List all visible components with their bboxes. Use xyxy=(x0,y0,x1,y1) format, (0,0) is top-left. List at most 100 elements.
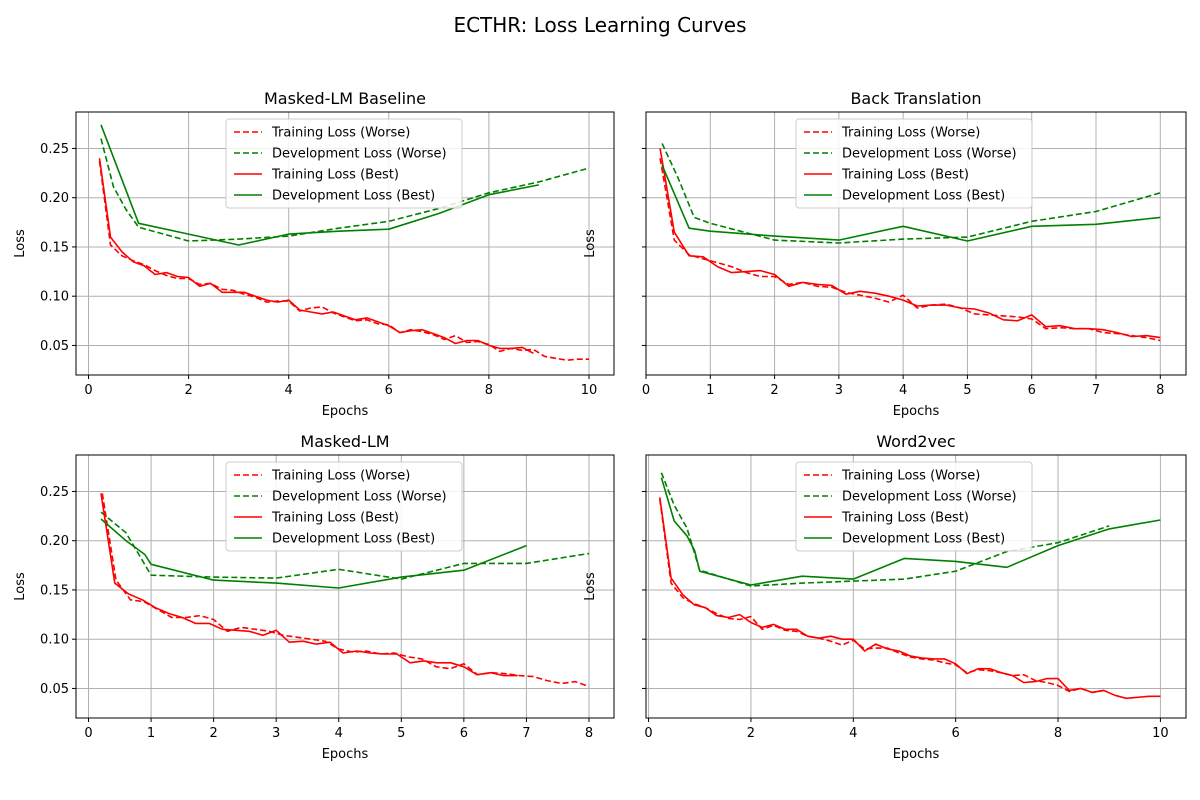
series-training-loss-worse xyxy=(659,499,1104,694)
x-tick-label: 7 xyxy=(1092,383,1100,398)
x-tick-label: 10 xyxy=(1152,726,1169,741)
plot-frame xyxy=(645,111,1187,376)
y-tick-label: 0.20 xyxy=(40,191,69,206)
x-tick-label: 4 xyxy=(335,726,343,741)
y-tick-label: 0.05 xyxy=(40,682,69,697)
legend-entry-label: Training Loss (Worse) xyxy=(271,126,410,141)
x-tick-label: 4 xyxy=(849,726,857,741)
legend-box xyxy=(225,118,463,209)
panel-title: Word2vec xyxy=(876,432,955,451)
x-tick-label: 7 xyxy=(522,726,530,741)
x-tick-label: 6 xyxy=(1028,383,1036,398)
series-training-loss-best xyxy=(659,148,1161,339)
x-tick-label: 8 xyxy=(585,726,593,741)
y-axis-label: Loss xyxy=(583,229,598,258)
x-tick-label: 8 xyxy=(1054,726,1062,741)
legend: Training Loss (Worse) Development Loss (W… xyxy=(795,118,1033,209)
x-tick-label: 8 xyxy=(1156,383,1164,398)
series-development-loss-best xyxy=(660,477,1161,586)
legend-entry-label: Training Loss (Best) xyxy=(841,168,969,183)
x-tick-label: 3 xyxy=(272,726,280,741)
y-tick-label: 0.20 xyxy=(40,534,69,549)
plot-frame xyxy=(645,454,1187,719)
series-development-loss-worse xyxy=(661,143,1161,244)
y-tick-label: 0.15 xyxy=(40,583,69,598)
legend-entry-label: Development Loss (Worse) xyxy=(272,490,447,505)
x-tick-label: 6 xyxy=(460,726,468,741)
x-tick-label: 1 xyxy=(706,383,714,398)
legend-box xyxy=(225,461,463,552)
plot-frame xyxy=(75,111,615,376)
y-tick-label: 0.05 xyxy=(40,339,69,354)
series-training-loss-best xyxy=(98,158,534,355)
legend-entry-label: Development Loss (Best) xyxy=(272,189,435,204)
plot-frame xyxy=(75,454,615,719)
series-development-loss-worse xyxy=(100,138,590,242)
y-tick-label: 0.25 xyxy=(40,485,69,500)
legend-entry-label: Training Loss (Best) xyxy=(841,511,969,526)
x-tick-label: 4 xyxy=(285,383,293,398)
legend-entry-label: Development Loss (Best) xyxy=(842,189,1005,204)
legend-entry-label: Development Loss (Best) xyxy=(842,532,1005,547)
x-tick-label: 2 xyxy=(209,726,217,741)
x-tick-label: 2 xyxy=(184,383,192,398)
x-tick-label: 1 xyxy=(147,726,155,741)
series-training-loss-best xyxy=(100,493,518,677)
y-tick-label: 0.25 xyxy=(40,142,69,157)
legend: Training Loss (Worse) Development Loss (W… xyxy=(795,461,1033,552)
legend-entry-label: Development Loss (Worse) xyxy=(272,147,447,162)
x-tick-label: 6 xyxy=(952,726,960,741)
series-development-loss-best xyxy=(100,124,540,246)
series-development-loss-best xyxy=(100,518,527,589)
panel-masked-lm-baseline: 0 2 4 6 8 10 0.05 0.10 0.15 0.20 0.25 Masked-LM Bas… xyxy=(13,89,615,419)
series-development-loss-worse xyxy=(100,511,590,580)
x-tick-label: 10 xyxy=(581,383,598,398)
x-tick-label: 0 xyxy=(644,726,652,741)
x-tick-label: 8 xyxy=(485,383,493,398)
series-training-loss-best xyxy=(659,497,1161,700)
x-tick-label: 2 xyxy=(747,726,755,741)
x-axis-label: Epochs xyxy=(322,404,369,419)
y-axis-label: Loss xyxy=(583,572,598,601)
panel-back-translation: 0 1 2 3 4 5 6 7 8 Back Translation Epochs Loss Train… xyxy=(583,89,1187,419)
y-tick-label: 0.15 xyxy=(40,240,69,255)
series-development-loss-best xyxy=(661,164,1161,242)
x-axis-label: Epochs xyxy=(893,747,940,762)
legend: Training Loss (Worse) Development Loss (W… xyxy=(225,118,463,209)
legend-entry-label: Development Loss (Worse) xyxy=(842,490,1017,505)
legend-entry-label: Training Loss (Best) xyxy=(271,168,399,183)
x-tick-label: 4 xyxy=(899,383,907,398)
x-tick-label: 0 xyxy=(84,383,92,398)
x-tick-label: 3 xyxy=(835,383,843,398)
y-tick-label: 0.10 xyxy=(40,290,69,305)
legend-box xyxy=(795,118,1033,209)
legend-entry-label: Training Loss (Worse) xyxy=(841,126,980,141)
x-tick-label: 6 xyxy=(385,383,393,398)
legend: Training Loss (Worse) Development Loss (W… xyxy=(225,461,463,552)
series-training-loss-worse xyxy=(659,158,1161,342)
panel-title: Masked-LM Baseline xyxy=(264,89,426,108)
panel-title: Back Translation xyxy=(850,89,981,108)
panel-title: Masked-LM xyxy=(300,432,389,451)
legend-entry-label: Training Loss (Worse) xyxy=(271,469,410,484)
legend-entry-label: Training Loss (Best) xyxy=(271,511,399,526)
x-tick-label: 5 xyxy=(963,383,971,398)
y-axis-label: Loss xyxy=(13,229,28,258)
x-tick-label: 0 xyxy=(84,726,92,741)
figure-title: ECTHR: Loss Learning Curves xyxy=(453,13,746,37)
x-tick-label: 0 xyxy=(642,383,650,398)
legend-entry-label: Development Loss (Best) xyxy=(272,532,435,547)
series-training-loss-worse xyxy=(98,161,589,362)
x-axis-label: Epochs xyxy=(893,404,940,419)
legend-entry-label: Training Loss (Worse) xyxy=(841,469,980,484)
y-axis-label: Loss xyxy=(13,572,28,601)
legend-box xyxy=(795,461,1033,552)
legend-entry-label: Development Loss (Worse) xyxy=(842,147,1017,162)
x-tick-label: 2 xyxy=(770,383,778,398)
panel-word2vec: 0 2 4 6 8 10 Word2vec Epochs Loss Training Loss (… xyxy=(583,432,1187,762)
panel-masked-lm: 0 1 2 3 4 5 6 7 8 0.05 0.10 0.15 0.20 0.25 Masked-LM Ep… xyxy=(13,432,615,762)
y-tick-label: 0.10 xyxy=(40,633,69,648)
x-axis-label: Epochs xyxy=(322,747,369,762)
